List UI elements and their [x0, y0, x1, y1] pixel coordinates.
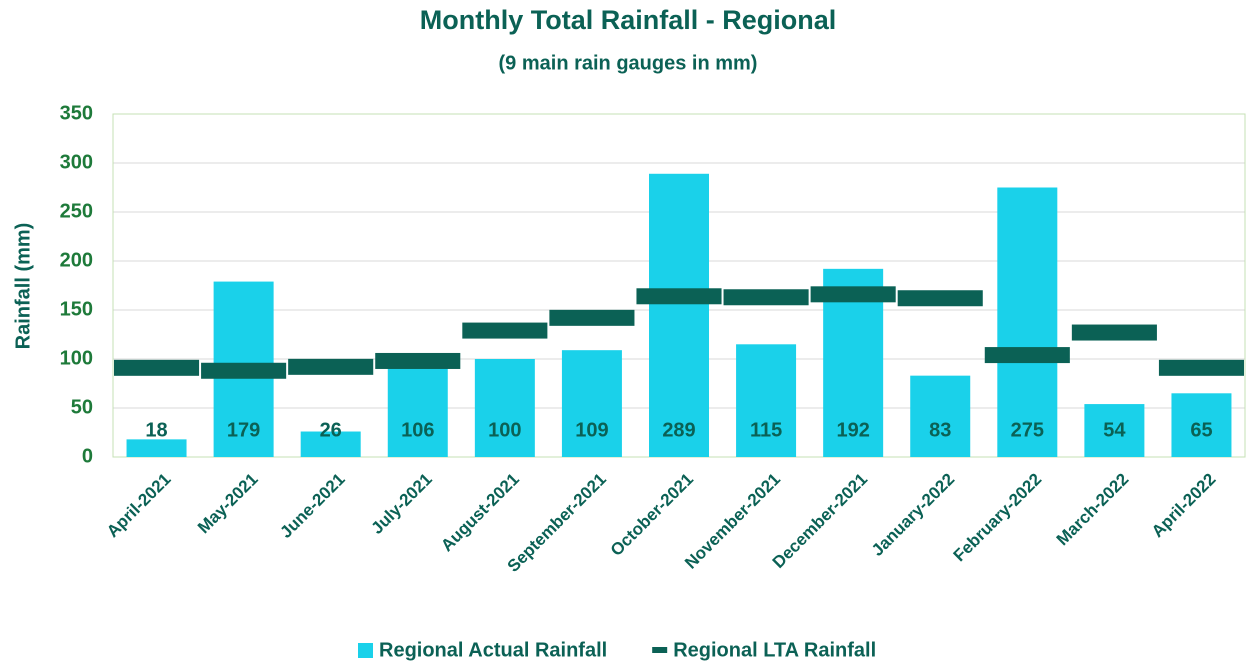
- lta-marker: [636, 288, 722, 305]
- lta-marker: [462, 322, 548, 339]
- bar: [997, 187, 1058, 457]
- bar: [561, 350, 622, 457]
- chart-subtitle: (9 main rain gauges in mm): [499, 52, 758, 74]
- lta-marker: [723, 289, 809, 306]
- data-label: 18: [145, 419, 167, 441]
- x-tick-label: August-2021: [437, 470, 523, 556]
- x-tick-label: October-2021: [607, 470, 697, 560]
- data-label: 192: [836, 419, 869, 441]
- data-label: 275: [1011, 419, 1044, 441]
- y-axis-title: Rainfall (mm): [12, 223, 34, 350]
- y-tick-label: 200: [60, 249, 93, 271]
- x-tick-label: November-2021: [681, 470, 784, 573]
- lta-marker: [810, 286, 896, 303]
- legend-swatch: [652, 647, 668, 653]
- bar: [300, 431, 361, 457]
- x-tick-label: February-2022: [950, 470, 1046, 566]
- data-label: 179: [227, 419, 260, 441]
- lta-marker: [984, 347, 1070, 364]
- y-tick-label: 150: [60, 298, 93, 320]
- y-tick-label: 300: [60, 151, 93, 173]
- bar: [1084, 404, 1145, 457]
- y-tick-label: 50: [71, 396, 93, 418]
- data-label: 26: [320, 419, 342, 441]
- data-label: 106: [401, 419, 434, 441]
- lta-marker: [1071, 324, 1157, 341]
- data-label: 109: [575, 419, 608, 441]
- lta-marker: [897, 290, 983, 307]
- lta-marker: [1158, 359, 1244, 376]
- data-label: 54: [1103, 419, 1126, 441]
- lta-marker: [114, 359, 200, 376]
- bar: [387, 353, 448, 457]
- bar: [126, 439, 187, 457]
- y-tick-label: 100: [60, 347, 93, 369]
- x-tick-label: January-2022: [868, 470, 958, 560]
- chart-title: Monthly Total Rainfall - Regional: [420, 5, 837, 35]
- bar: [1171, 393, 1232, 457]
- data-label: 289: [662, 419, 695, 441]
- bar: [649, 173, 709, 457]
- bar: [474, 359, 535, 457]
- lta-marker: [375, 352, 461, 369]
- y-tick-label: 350: [60, 102, 93, 124]
- data-label: 100: [488, 419, 521, 441]
- bar: [910, 375, 971, 457]
- legend-label: Regional Actual Rainfall: [379, 639, 607, 661]
- x-tick-label: March-2022: [1053, 470, 1133, 550]
- legend-swatch: [358, 643, 373, 658]
- y-tick-label: 0: [82, 445, 93, 467]
- x-tick-label: April-2021: [103, 470, 175, 542]
- legend-label: Regional LTA Rainfall: [673, 639, 876, 661]
- lta-marker: [549, 309, 635, 326]
- x-tick-label: July-2021: [368, 470, 436, 538]
- x-tick-label: April-2022: [1148, 470, 1220, 542]
- bar: [736, 344, 797, 457]
- data-label: 115: [750, 419, 782, 441]
- data-label: 65: [1190, 419, 1212, 441]
- lta-marker: [201, 362, 287, 379]
- x-tick-label: May-2021: [194, 470, 262, 538]
- x-tick-label: December-2021: [769, 470, 871, 572]
- y-tick-label: 250: [60, 200, 93, 222]
- data-label: 83: [929, 419, 951, 441]
- lta-marker: [288, 358, 374, 375]
- x-tick-label: June-2021: [276, 470, 348, 542]
